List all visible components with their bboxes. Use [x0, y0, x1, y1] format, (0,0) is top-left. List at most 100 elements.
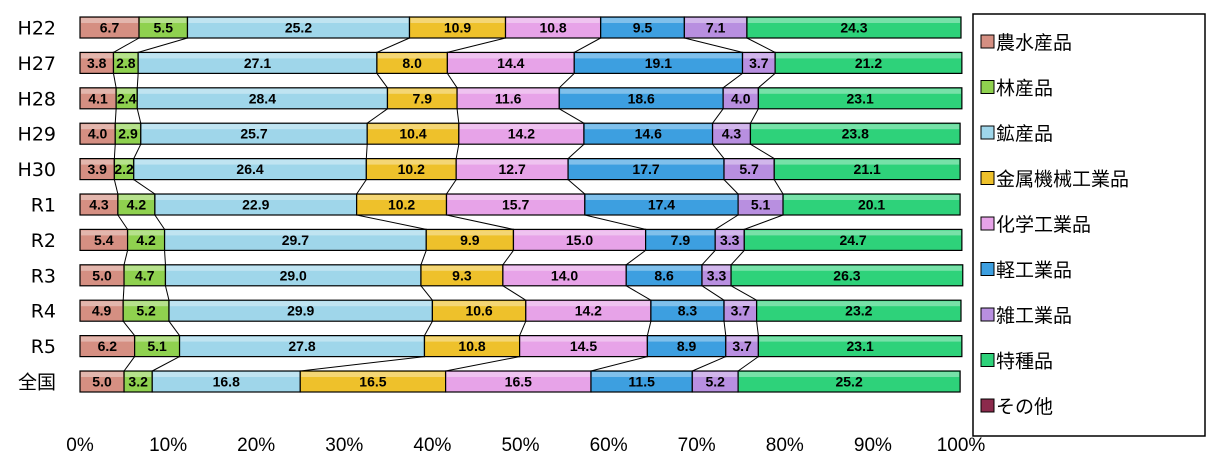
bar-highlight: [713, 124, 750, 130]
data-label: 26.3: [833, 267, 860, 283]
x-tick-label: 60%: [590, 435, 628, 456]
data-label: 19.1: [645, 55, 672, 71]
legend-label: 軽工業品: [996, 260, 1072, 282]
bar-highlight: [81, 336, 134, 342]
category-label: H22: [18, 18, 56, 40]
data-label: 3.7: [749, 55, 769, 71]
data-label: 8.9: [677, 338, 697, 354]
data-label: 14.2: [575, 303, 602, 319]
data-label: 29.0: [280, 267, 307, 283]
legend-label: 化学工業品: [996, 214, 1091, 236]
legend-frame: [972, 13, 1206, 437]
series-line: [737, 356, 759, 372]
data-label: 5.0: [92, 374, 112, 390]
series-line: [356, 179, 367, 195]
data-label: 3.3: [707, 267, 727, 283]
bar-highlight: [134, 159, 366, 165]
data-label: 4.2: [127, 197, 147, 213]
series-line: [723, 179, 739, 195]
data-label: 10.8: [458, 338, 485, 354]
data-label: 5.1: [751, 197, 771, 213]
series-line: [122, 285, 125, 301]
data-label: 3.7: [732, 338, 752, 354]
bar-highlight: [125, 265, 165, 271]
series-line: [122, 320, 136, 336]
series-line: [730, 250, 745, 266]
bar-highlight: [410, 18, 505, 23]
series-line: [750, 108, 759, 124]
data-label: 3.2: [128, 374, 148, 390]
bar-highlight: [140, 18, 187, 23]
bar-highlight: [81, 301, 123, 307]
category-label: R5: [31, 336, 56, 358]
data-label: 4.1: [88, 90, 108, 106]
series-line: [574, 37, 601, 53]
series-line: [138, 37, 188, 53]
data-label: 11.6: [495, 90, 522, 106]
bar-highlight: [584, 124, 712, 130]
x-tick-label: 100%: [937, 435, 986, 456]
series-line: [558, 73, 575, 89]
data-label: 14.0: [551, 267, 578, 283]
series-line: [519, 321, 527, 336]
data-label: 6.2: [98, 338, 118, 354]
series-line: [445, 356, 520, 372]
series-line: [584, 214, 646, 230]
bar-highlight: [743, 53, 775, 59]
data-label: 2.2: [114, 161, 134, 177]
series-line: [446, 73, 458, 89]
bar-segment: [743, 228, 963, 251]
bar-segment: [737, 370, 961, 393]
category-label: H30: [18, 159, 56, 181]
data-label: 2.8: [116, 55, 136, 71]
data-label: 24.7: [839, 232, 866, 248]
data-label: 21.2: [855, 55, 882, 71]
series-line: [300, 356, 425, 372]
bar-highlight: [81, 230, 127, 236]
series-line: [456, 108, 460, 124]
series-line: [750, 143, 775, 160]
category-label: R1: [31, 195, 56, 217]
bar-highlight: [388, 88, 457, 94]
series-line: [424, 320, 433, 336]
bar-highlight: [757, 301, 960, 307]
bar-highlight: [115, 159, 133, 165]
series-line: [376, 73, 388, 89]
legend-swatch: [980, 262, 995, 276]
series-line: [113, 144, 116, 159]
bar-highlight: [693, 372, 738, 377]
series-line: [730, 285, 757, 301]
series-line: [692, 356, 726, 372]
data-label: 5.0: [92, 267, 112, 283]
data-label: 21.1: [854, 161, 881, 177]
bar-highlight: [725, 301, 756, 307]
bar-highlight: [81, 53, 113, 59]
series-line: [164, 250, 166, 265]
data-label: 4.0: [88, 126, 108, 142]
bar-highlight: [560, 88, 723, 94]
bar-highlight: [569, 159, 724, 165]
bar-segment: [749, 122, 961, 145]
series-line: [773, 179, 784, 195]
bar-highlight: [81, 265, 124, 271]
data-label: 23.1: [847, 90, 874, 106]
data-label: 3.8: [87, 55, 107, 71]
bar-highlight: [776, 53, 961, 59]
bar-highlight: [139, 53, 376, 59]
bar-segment: [746, 16, 962, 39]
bars: 6.7 5.5 25.2 10.9 10.8 9.5 7.1 24.3 3.8 2.8 27.1 8.…: [79, 16, 964, 393]
bar-segment: [782, 193, 961, 216]
bar-highlight: [117, 88, 137, 94]
bar-highlight: [165, 230, 426, 236]
bar-highlight: [725, 159, 774, 165]
bar-highlight: [448, 53, 574, 59]
data-label: 3.9: [87, 161, 107, 177]
data-label: 10.9: [444, 20, 471, 36]
bar-highlight: [135, 336, 179, 342]
data-label: 9.5: [633, 20, 653, 36]
bar-highlight: [646, 230, 715, 236]
bar-highlight: [124, 301, 168, 307]
bar-highlight: [81, 195, 117, 200]
bar-highlight: [433, 301, 525, 307]
